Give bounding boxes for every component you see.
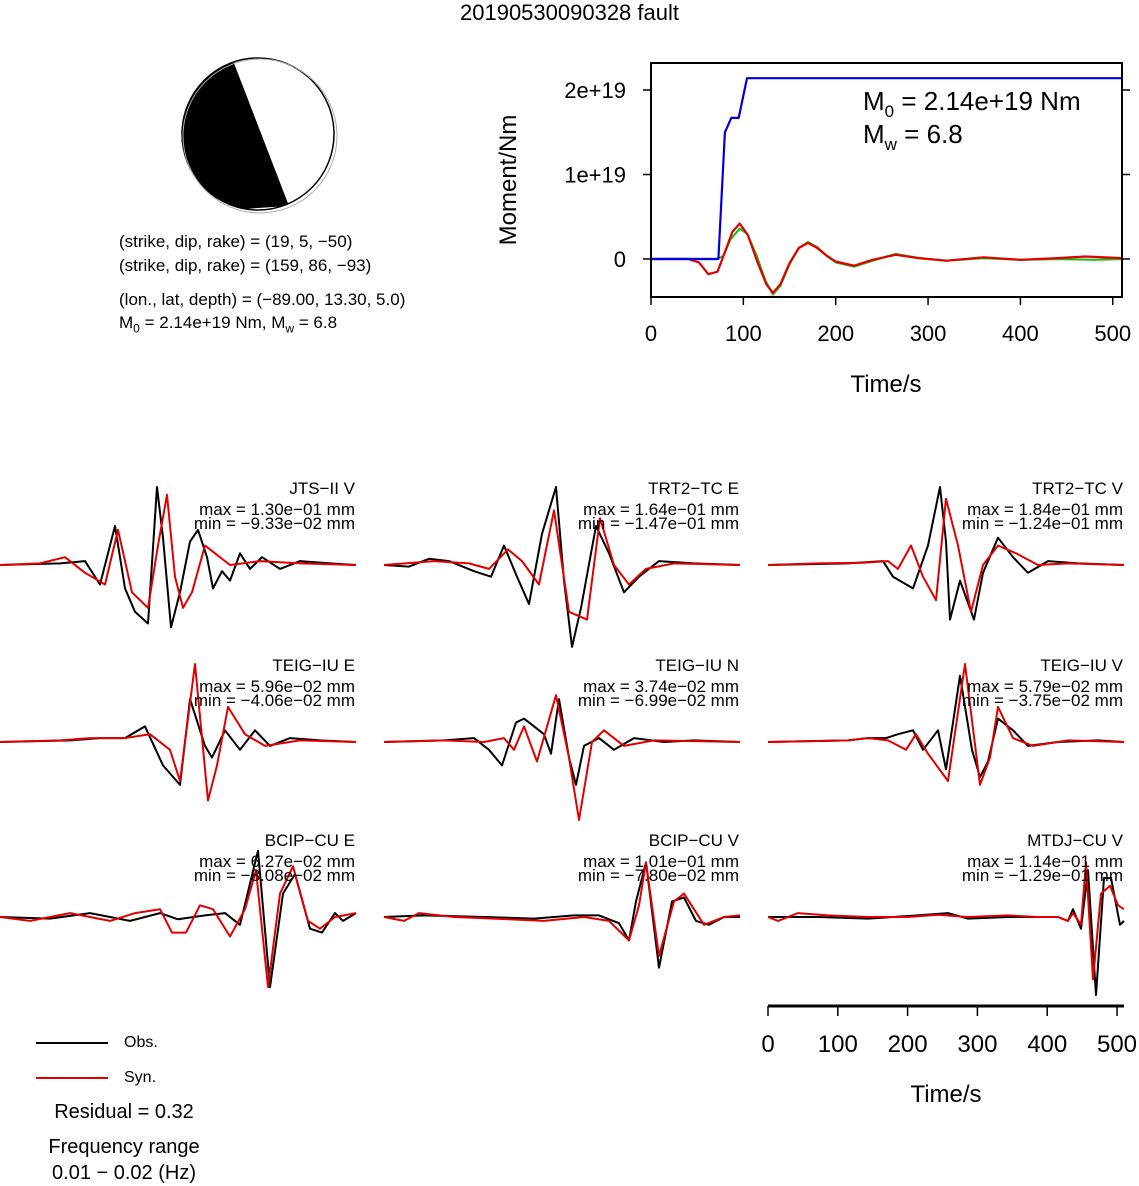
waveform-x-tick-label: 500 bbox=[1097, 1031, 1137, 1058]
frequency-range-value: 0.01 − 0.02 (Hz) bbox=[52, 1162, 196, 1184]
min-amplitude-label: min = −6.99e−02 mm bbox=[578, 691, 739, 710]
moment-y-tick-label: 0 bbox=[614, 247, 626, 272]
synthetic-trace bbox=[0, 493, 357, 609]
residual-text: Residual = 0.32 bbox=[54, 1101, 194, 1123]
station-label: MTDJ−CU V bbox=[1027, 831, 1124, 850]
nodal-plane-1: (strike, dip, rake) = (19, 5, −50) bbox=[119, 232, 353, 251]
station-label: TRT2−TC E bbox=[648, 479, 739, 498]
min-amplitude-label: min = −3.75e−02 mm bbox=[962, 691, 1123, 710]
min-amplitude-label: min = −1.24e−01 mm bbox=[962, 514, 1123, 533]
station-label: TEIG−IU N bbox=[655, 656, 739, 675]
moment-rate-syn-line bbox=[651, 222, 1123, 294]
max-amplitude-label: max = 1.30e−01 mm bbox=[199, 500, 355, 519]
synthetic-trace bbox=[383, 861, 741, 957]
waveform-x-label: Time/s bbox=[910, 1081, 981, 1108]
synthetic-trace bbox=[767, 663, 1125, 786]
observed-trace bbox=[383, 486, 741, 648]
moment-chart: 0 100 200 300 400 500 0 1e+19 2e+19 M0 = 2.14e+1… bbox=[495, 62, 1131, 398]
beachball-compressional bbox=[182, 58, 289, 210]
min-amplitude-label: min = −1.29e−01 mm bbox=[962, 866, 1123, 885]
waveform-x-tick-label: 300 bbox=[957, 1031, 997, 1058]
beachball-shadow bbox=[182, 58, 338, 214]
max-amplitude-label: max = 1.64e−01 mm bbox=[583, 500, 739, 519]
moment-x-tick-label: 500 bbox=[1094, 321, 1131, 346]
max-amplitude-label: max = 1.14e−01 mm bbox=[967, 852, 1123, 871]
synthetic-trace bbox=[383, 509, 741, 621]
station-label: BCIP−CU V bbox=[649, 831, 740, 850]
nodal-plane-2: (strike, dip, rake) = (159, 86, −93) bbox=[119, 256, 372, 275]
min-amplitude-label: min = −8.08e−02 mm bbox=[194, 866, 355, 885]
moment-x-tick-label: 0 bbox=[645, 321, 657, 346]
synthetic-trace bbox=[767, 497, 1125, 613]
max-amplitude-label: max = 3.74e−02 mm bbox=[583, 677, 739, 696]
moment-y-tick-label: 2e+19 bbox=[564, 78, 626, 103]
min-amplitude-label: min = −9.33e−02 mm bbox=[194, 514, 355, 533]
station-label: BCIP−CU E bbox=[265, 831, 355, 850]
max-amplitude-label: max = 1.01e−01 mm bbox=[583, 852, 739, 871]
observed-trace bbox=[383, 698, 741, 786]
moment-magnitude-summary: M0 = 2.14e+19 Nm, Mw = 6.8 bbox=[119, 313, 338, 336]
max-amplitude-label: max = 5.96e−02 mm bbox=[199, 677, 355, 696]
synthetic-trace bbox=[0, 663, 357, 802]
max-amplitude-label: max = 1.84e−01 mm bbox=[967, 500, 1123, 519]
station-label: TEIG−IU V bbox=[1040, 656, 1123, 675]
station-label: TEIG−IU E bbox=[272, 656, 355, 675]
page-title: 20190530090328 fault bbox=[460, 0, 679, 25]
moment-chart-ylabel: Moment/Nm bbox=[495, 115, 522, 246]
beachball-diagram bbox=[181, 57, 338, 214]
moment-x-tick-label: 100 bbox=[725, 321, 762, 346]
waveform-x-tick-label: 400 bbox=[1027, 1031, 1067, 1058]
max-amplitude-label: max = 5.79e−02 mm bbox=[967, 677, 1123, 696]
synthetic-trace bbox=[0, 865, 357, 989]
waveform-x-tick-label: 0 bbox=[761, 1031, 774, 1058]
observed-trace bbox=[767, 486, 1125, 621]
observed-trace bbox=[768, 869, 1125, 996]
min-amplitude-label: min = −4.06e−02 mm bbox=[194, 691, 355, 710]
legend-obs-label: Obs. bbox=[124, 1034, 158, 1051]
legend-syn-label: Syn. bbox=[124, 1069, 157, 1086]
station-label: JTS−II V bbox=[289, 479, 355, 498]
moment-x-tick-label: 400 bbox=[1002, 321, 1039, 346]
waveform-x-tick-label: 100 bbox=[818, 1031, 858, 1058]
moment-m0-annotation: M0 = 2.14e+19 Nm bbox=[863, 86, 1081, 121]
min-amplitude-label: min = −7.80e−02 mm bbox=[578, 866, 739, 885]
moment-x-tick-label: 200 bbox=[817, 321, 854, 346]
moment-chart-xlabel: Time/s bbox=[850, 371, 921, 398]
moment-mw-annotation: Mw = 6.8 bbox=[863, 119, 963, 154]
moment-x-tick-label: 300 bbox=[910, 321, 947, 346]
observed-trace bbox=[767, 674, 1125, 779]
cumulative-moment-line bbox=[651, 77, 1122, 261]
frequency-range-title: Frequency range bbox=[48, 1136, 200, 1158]
synthetic-trace bbox=[383, 694, 741, 821]
max-amplitude-label: max = 6.27e−02 mm bbox=[199, 852, 355, 871]
min-amplitude-label: min = −1.47e−01 mm bbox=[578, 514, 739, 533]
observed-trace bbox=[0, 486, 357, 629]
legend-lines bbox=[36, 1042, 108, 1079]
observed-trace bbox=[383, 861, 740, 969]
beachball-outline bbox=[181, 57, 335, 211]
moment-y-tick-label: 1e+19 bbox=[564, 163, 626, 188]
hypocenter-location: (lon., lat, depth) = (−89.00, 13.30, 5.0… bbox=[119, 290, 406, 309]
waveform-x-tick-label: 200 bbox=[888, 1031, 928, 1058]
station-label: TRT2−TC V bbox=[1032, 479, 1124, 498]
observed-trace bbox=[0, 849, 357, 989]
moment-chart-frame bbox=[650, 62, 1123, 298]
synthetic-trace bbox=[767, 861, 1125, 981]
